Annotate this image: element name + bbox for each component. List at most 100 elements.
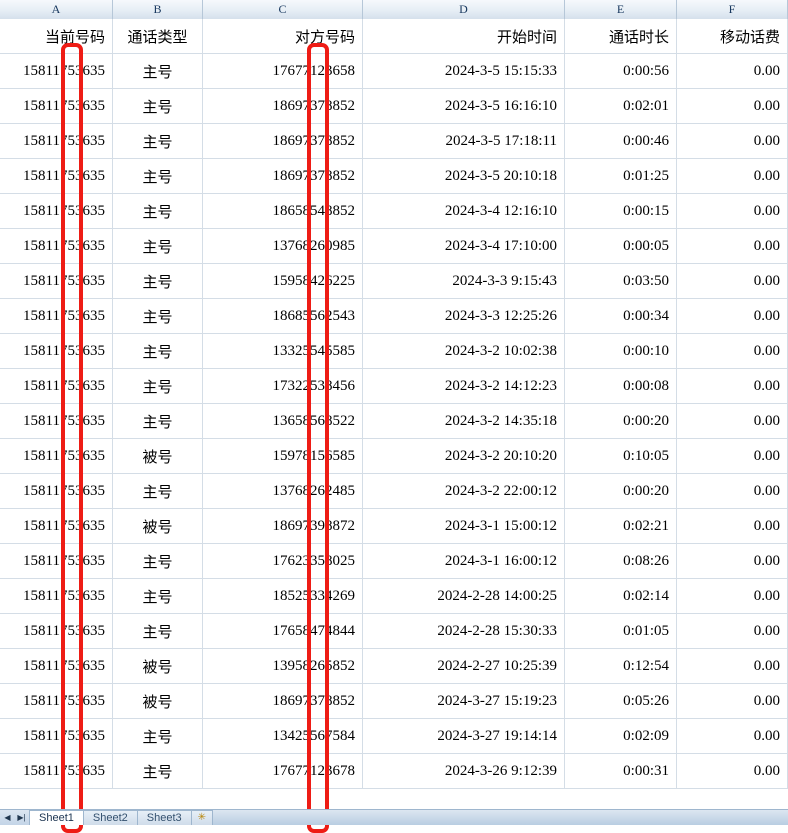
cell-start-time[interactable]: 2024-3-3 12:25:26: [363, 299, 565, 333]
cell-duration[interactable]: 0:01:25: [565, 159, 677, 193]
cell-call-type[interactable]: 主号: [113, 299, 203, 333]
cell-call-type[interactable]: 主号: [113, 89, 203, 123]
cell-call-type[interactable]: 主号: [113, 124, 203, 158]
cell-fee[interactable]: 0.00: [677, 614, 788, 648]
cell-start-time[interactable]: 2024-3-2 10:02:38: [363, 334, 565, 368]
cell-current-number[interactable]: 15811753635: [0, 334, 113, 368]
cell-other-number[interactable]: 18697378852: [203, 124, 363, 158]
cell-duration[interactable]: 0:05:26: [565, 684, 677, 718]
table-row[interactable]: 15811753635 主号 17623358025 2024-3-1 16:00:1…: [0, 544, 788, 579]
cell-duration[interactable]: 0:10:05: [565, 439, 677, 473]
cell-other-number[interactable]: 18697398872: [203, 509, 363, 543]
cell-current-number[interactable]: 15811753635: [0, 579, 113, 613]
cell-call-type[interactable]: 被号: [113, 684, 203, 718]
table-row[interactable]: 15811753635 主号 18697378852 2024-3-5 16:16:1…: [0, 89, 788, 124]
cell-start-time[interactable]: 2024-3-2 22:00:12: [363, 474, 565, 508]
cell-other-number[interactable]: 18658548852: [203, 194, 363, 228]
cell-call-type[interactable]: 主号: [113, 54, 203, 88]
cell-call-type[interactable]: 被号: [113, 649, 203, 683]
cell-other-number[interactable]: 13958265852: [203, 649, 363, 683]
last-sheet-icon[interactable]: ▶|: [17, 812, 26, 822]
cell-other-number[interactable]: 13768262485: [203, 474, 363, 508]
column-header-c[interactable]: C: [203, 0, 363, 19]
table-row[interactable]: 15811753635 主号 18697378852 2024-3-5 17:18:1…: [0, 124, 788, 159]
cell-duration[interactable]: 0:00:20: [565, 404, 677, 438]
cell-duration[interactable]: 0:03:50: [565, 264, 677, 298]
table-row[interactable]: 15811753635 主号 18658548852 2024-3-4 12:16:1…: [0, 194, 788, 229]
cell-fee[interactable]: 0.00: [677, 544, 788, 578]
table-row[interactable]: 15811753635 被号 18697378852 2024-3-27 15:19:…: [0, 684, 788, 719]
cell-start-time[interactable]: 2024-3-4 17:10:00: [363, 229, 565, 263]
table-row[interactable]: 15811753635 主号 18525334269 2024-2-28 14:00:…: [0, 579, 788, 614]
cell-start-time[interactable]: 2024-3-2 14:12:23: [363, 369, 565, 403]
cell-fee[interactable]: 0.00: [677, 439, 788, 473]
cell-duration[interactable]: 0:00:08: [565, 369, 677, 403]
cell-duration[interactable]: 0:02:14: [565, 579, 677, 613]
cell-fee[interactable]: 0.00: [677, 299, 788, 333]
cell-other-number[interactable]: 13425567584: [203, 719, 363, 753]
cell-current-number[interactable]: 15811753635: [0, 194, 113, 228]
cell-fee[interactable]: 0.00: [677, 369, 788, 403]
cell-other-number[interactable]: 18697378852: [203, 684, 363, 718]
cell-duration[interactable]: 0:02:21: [565, 509, 677, 543]
first-sheet-icon[interactable]: ◀: [4, 812, 11, 822]
cell-call-type[interactable]: 被号: [113, 509, 203, 543]
cell-call-type[interactable]: 主号: [113, 229, 203, 263]
cell-other-number[interactable]: 17658474844: [203, 614, 363, 648]
cell-current-number[interactable]: 15811753635: [0, 509, 113, 543]
cell-fee[interactable]: 0.00: [677, 649, 788, 683]
cell-fee[interactable]: 0.00: [677, 89, 788, 123]
cell-current-number[interactable]: 15811753635: [0, 684, 113, 718]
cell-other-number[interactable]: 13768260985: [203, 229, 363, 263]
cell-duration[interactable]: 0:00:46: [565, 124, 677, 158]
cell-start-time[interactable]: 2024-2-28 15:30:33: [363, 614, 565, 648]
cell-start-time[interactable]: 2024-3-3 9:15:43: [363, 264, 565, 298]
table-row[interactable]: 15811753635 被号 18697398872 2024-3-1 15:00:1…: [0, 509, 788, 544]
cell-current-number[interactable]: 15811753635: [0, 719, 113, 753]
cell-current-number[interactable]: 15811753635: [0, 544, 113, 578]
table-row[interactable]: 15811753635 被号 13958265852 2024-2-27 10:25:…: [0, 649, 788, 684]
cell-call-type[interactable]: 主号: [113, 474, 203, 508]
cell-fee[interactable]: 0.00: [677, 579, 788, 613]
table-row[interactable]: 15811753635 主号 17658474844 2024-2-28 15:30:…: [0, 614, 788, 649]
cell-call-type[interactable]: 主号: [113, 719, 203, 753]
cell-current-number[interactable]: 15811753635: [0, 264, 113, 298]
cell-current-number[interactable]: 15811753635: [0, 474, 113, 508]
cell-start-time[interactable]: 2024-3-26 9:12:39: [363, 754, 565, 788]
column-header-a[interactable]: A: [0, 0, 113, 19]
cell-start-time[interactable]: 2024-2-28 14:00:25: [363, 579, 565, 613]
cell-duration[interactable]: 0:00:15: [565, 194, 677, 228]
cell-fee[interactable]: 0.00: [677, 264, 788, 298]
column-header-f[interactable]: F: [677, 0, 788, 19]
cell-other-number[interactable]: 17623358025: [203, 544, 363, 578]
cell-current-number[interactable]: 15811753635: [0, 299, 113, 333]
cell-other-number[interactable]: 13325545585: [203, 334, 363, 368]
cell-current-number[interactable]: 15811753635: [0, 404, 113, 438]
cell-other-number[interactable]: 18685562543: [203, 299, 363, 333]
cell-call-type[interactable]: 主号: [113, 264, 203, 298]
table-row[interactable]: 15811753635 被号 15978156585 2024-3-2 20:10:2…: [0, 439, 788, 474]
cell-start-time[interactable]: 2024-3-27 15:19:23: [363, 684, 565, 718]
cell-duration[interactable]: 0:00:34: [565, 299, 677, 333]
cell-start-time[interactable]: 2024-3-27 19:14:14: [363, 719, 565, 753]
cell-start-time[interactable]: 2024-3-2 14:35:18: [363, 404, 565, 438]
cell-fee[interactable]: 0.00: [677, 334, 788, 368]
cell-call-type[interactable]: 主号: [113, 754, 203, 788]
table-row[interactable]: 15811753635 主号 13325545585 2024-3-2 10:02:3…: [0, 334, 788, 369]
table-row[interactable]: 15811753635 主号 17677123658 2024-3-5 15:15:3…: [0, 54, 788, 89]
cell-other-number[interactable]: 15958426225: [203, 264, 363, 298]
cell-other-number[interactable]: 18525334269: [203, 579, 363, 613]
sheet-tab-sheet2[interactable]: Sheet2: [82, 810, 138, 825]
cell-current-number[interactable]: 15811753635: [0, 229, 113, 263]
cell-duration[interactable]: 0:01:05: [565, 614, 677, 648]
column-header-d[interactable]: D: [363, 0, 565, 19]
table-row[interactable]: 15811753635 主号 17677123678 2024-3-26 9:12:3…: [0, 754, 788, 789]
cell-fee[interactable]: 0.00: [677, 159, 788, 193]
cell-start-time[interactable]: 2024-3-1 16:00:12: [363, 544, 565, 578]
cell-start-time[interactable]: 2024-3-5 20:10:18: [363, 159, 565, 193]
cell-fee[interactable]: 0.00: [677, 404, 788, 438]
cell-fee[interactable]: 0.00: [677, 229, 788, 263]
table-row[interactable]: 15811753635 主号 18697378852 2024-3-5 20:10:1…: [0, 159, 788, 194]
cell-duration[interactable]: 0:00:20: [565, 474, 677, 508]
column-header-e[interactable]: E: [565, 0, 677, 19]
